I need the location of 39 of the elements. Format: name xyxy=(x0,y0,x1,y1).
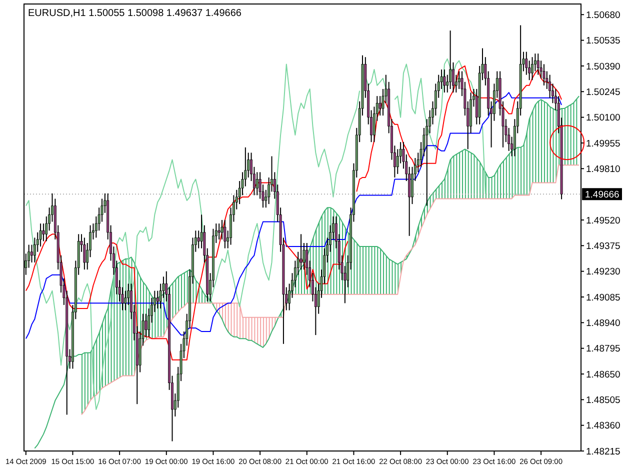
candlestick xyxy=(449,30,452,90)
y-tick-label: 1.50535 xyxy=(586,36,620,47)
candlestick xyxy=(542,64,546,86)
candlestick xyxy=(220,219,224,240)
candlestick xyxy=(536,53,540,76)
line-series xyxy=(25,92,562,340)
y-tick-label: 1.48795 xyxy=(586,344,620,355)
candlestick xyxy=(224,219,226,249)
ref-line-label: 1.49666 xyxy=(585,190,620,201)
line-series xyxy=(81,164,580,416)
line-series xyxy=(34,96,580,449)
candlestick xyxy=(197,230,200,249)
y-tick-label: 1.48505 xyxy=(586,394,620,406)
y-tick-label: 1.49375 xyxy=(586,240,620,252)
candlestick xyxy=(443,69,446,94)
candlestick xyxy=(42,223,45,242)
y-tick-label: 1.50100 xyxy=(586,112,620,124)
y-tick-label: 1.48650 xyxy=(586,369,620,380)
y-tick-label: 1.50390 xyxy=(586,61,620,72)
y-tick-label: 1.49955 xyxy=(586,138,620,150)
candlestick xyxy=(378,96,382,116)
candlestick xyxy=(458,70,460,90)
y-tick-label: 1.49810 xyxy=(586,164,620,175)
y-tick-label: 1.49520 xyxy=(586,215,620,226)
candlestick xyxy=(144,313,148,338)
y-tick-label: 1.48360 xyxy=(586,420,620,432)
candlestick xyxy=(300,234,302,270)
y-tick-label: 1.48940 xyxy=(586,318,620,329)
chart-title: EURUSD,H1 1.50055 1.50098 1.49637 1.49666 xyxy=(28,8,242,19)
candlestick xyxy=(83,237,86,270)
candlestick xyxy=(531,56,534,81)
y-tick-label: 1.49085 xyxy=(586,292,620,304)
y-tick-label: 1.49230 xyxy=(586,266,620,278)
y-tick-label: 1.50680 xyxy=(586,10,620,21)
candlestick xyxy=(218,223,220,240)
candlestick xyxy=(156,290,159,309)
y-tick-label: 1.50245 xyxy=(586,86,620,98)
candlestick xyxy=(256,172,258,196)
y-tick-label: 1.48215 xyxy=(586,446,620,458)
